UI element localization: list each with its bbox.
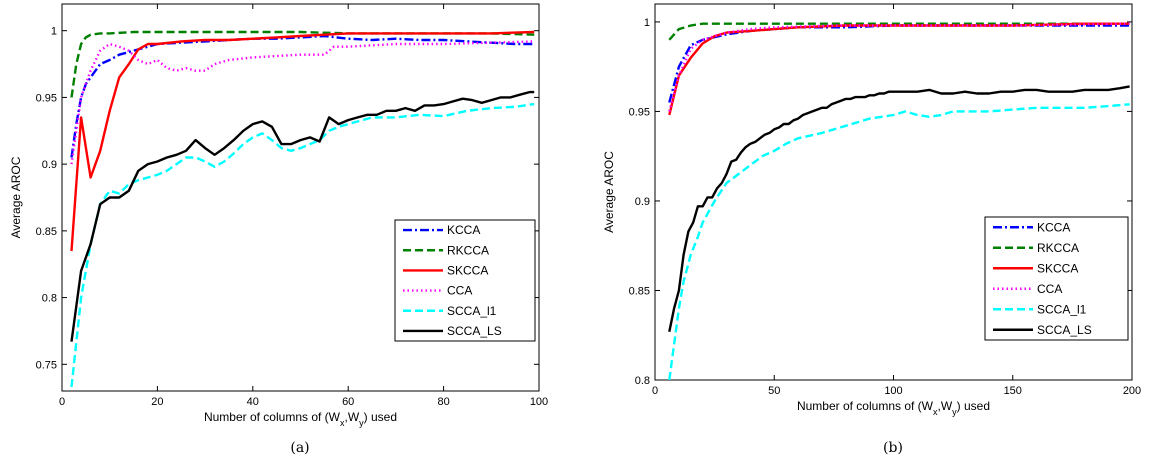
legend-label: SCCA_LS <box>447 324 502 338</box>
series-line-scca_l1 <box>70 102 535 388</box>
y-tick-label: 0.85 <box>36 226 57 238</box>
x-tick-label: 40 <box>247 396 259 408</box>
y-tick-label: 0.8 <box>42 293 57 305</box>
x-tick-label: 50 <box>768 385 780 397</box>
y-axis-label: Average AROC <box>9 156 23 238</box>
legend-label: KCCA <box>447 223 480 237</box>
y-tick-label: 1 <box>644 17 650 29</box>
legend-label: RKCCA <box>447 243 489 257</box>
y-tick-label: 0.95 <box>629 106 650 118</box>
panel-caption: (b) <box>883 440 903 456</box>
x-tick-label: 60 <box>342 396 354 408</box>
y-tick-label: 0.9 <box>635 196 650 208</box>
legend-label: KCCA <box>1037 220 1070 234</box>
x-tick-label: 20 <box>151 396 163 408</box>
chart-panel-b: 0 50 100 150 200 0.8 0.85 0.9 0.95 1 KCCA RKCCA SKCC… <box>602 3 1141 456</box>
y-tick-label: 0.95 <box>36 92 57 104</box>
x-tick-label: 80 <box>437 396 449 408</box>
legend-label: SCCA_LS <box>1037 323 1092 337</box>
legend-box <box>394 219 536 342</box>
y-tick-label: 0.75 <box>36 359 57 371</box>
series-line-skcca <box>668 22 1130 116</box>
chart-panel-a: 0 20 40 60 80 100 0.75 0.8 0.85 0.9 0.95 1 KCCA RKCCA… <box>9 3 548 456</box>
y-axis-label: Average AROC <box>602 151 616 233</box>
series-line-scca_ls <box>70 90 535 342</box>
legend-label: CCA <box>1037 282 1062 296</box>
series-line-skcca <box>70 30 535 251</box>
legend-label: SCCA_l1 <box>1037 302 1087 316</box>
legend-label: SCCA_l1 <box>447 304 497 318</box>
legend-label: CCA <box>447 284 472 298</box>
x-tick-label: 150 <box>1004 385 1022 397</box>
x-tick-label: 0 <box>652 385 658 397</box>
y-tick-label: 1 <box>51 26 57 38</box>
panel-caption: (a) <box>290 440 309 456</box>
series-line-scca_ls <box>668 85 1130 332</box>
x-axis-label: Number of columns of (Wx,Wy) used <box>797 399 990 417</box>
legend-box <box>984 216 1129 341</box>
legend-label: SKCCA <box>447 263 488 277</box>
legend-label: RKCCA <box>1037 241 1079 255</box>
series-line-scca_l1 <box>668 103 1130 380</box>
x-tick-label: 100 <box>530 396 548 408</box>
x-axis-label: Number of columns of (Wx,Wy) used <box>204 410 397 428</box>
y-tick-label: 0.8 <box>635 375 650 387</box>
y-tick-label: 0.85 <box>629 285 650 297</box>
x-tick-label: 0 <box>59 396 65 408</box>
y-tick-label: 0.9 <box>42 159 57 171</box>
series-line-kcca <box>70 34 535 158</box>
series-line-cca <box>70 40 535 165</box>
legend-label: SKCCA <box>1037 261 1078 275</box>
x-tick-label: 100 <box>884 385 902 397</box>
series-line-rkcca <box>668 22 1130 41</box>
series-group <box>70 30 535 388</box>
x-tick-label: 200 <box>1123 385 1141 397</box>
series-group <box>668 22 1130 380</box>
